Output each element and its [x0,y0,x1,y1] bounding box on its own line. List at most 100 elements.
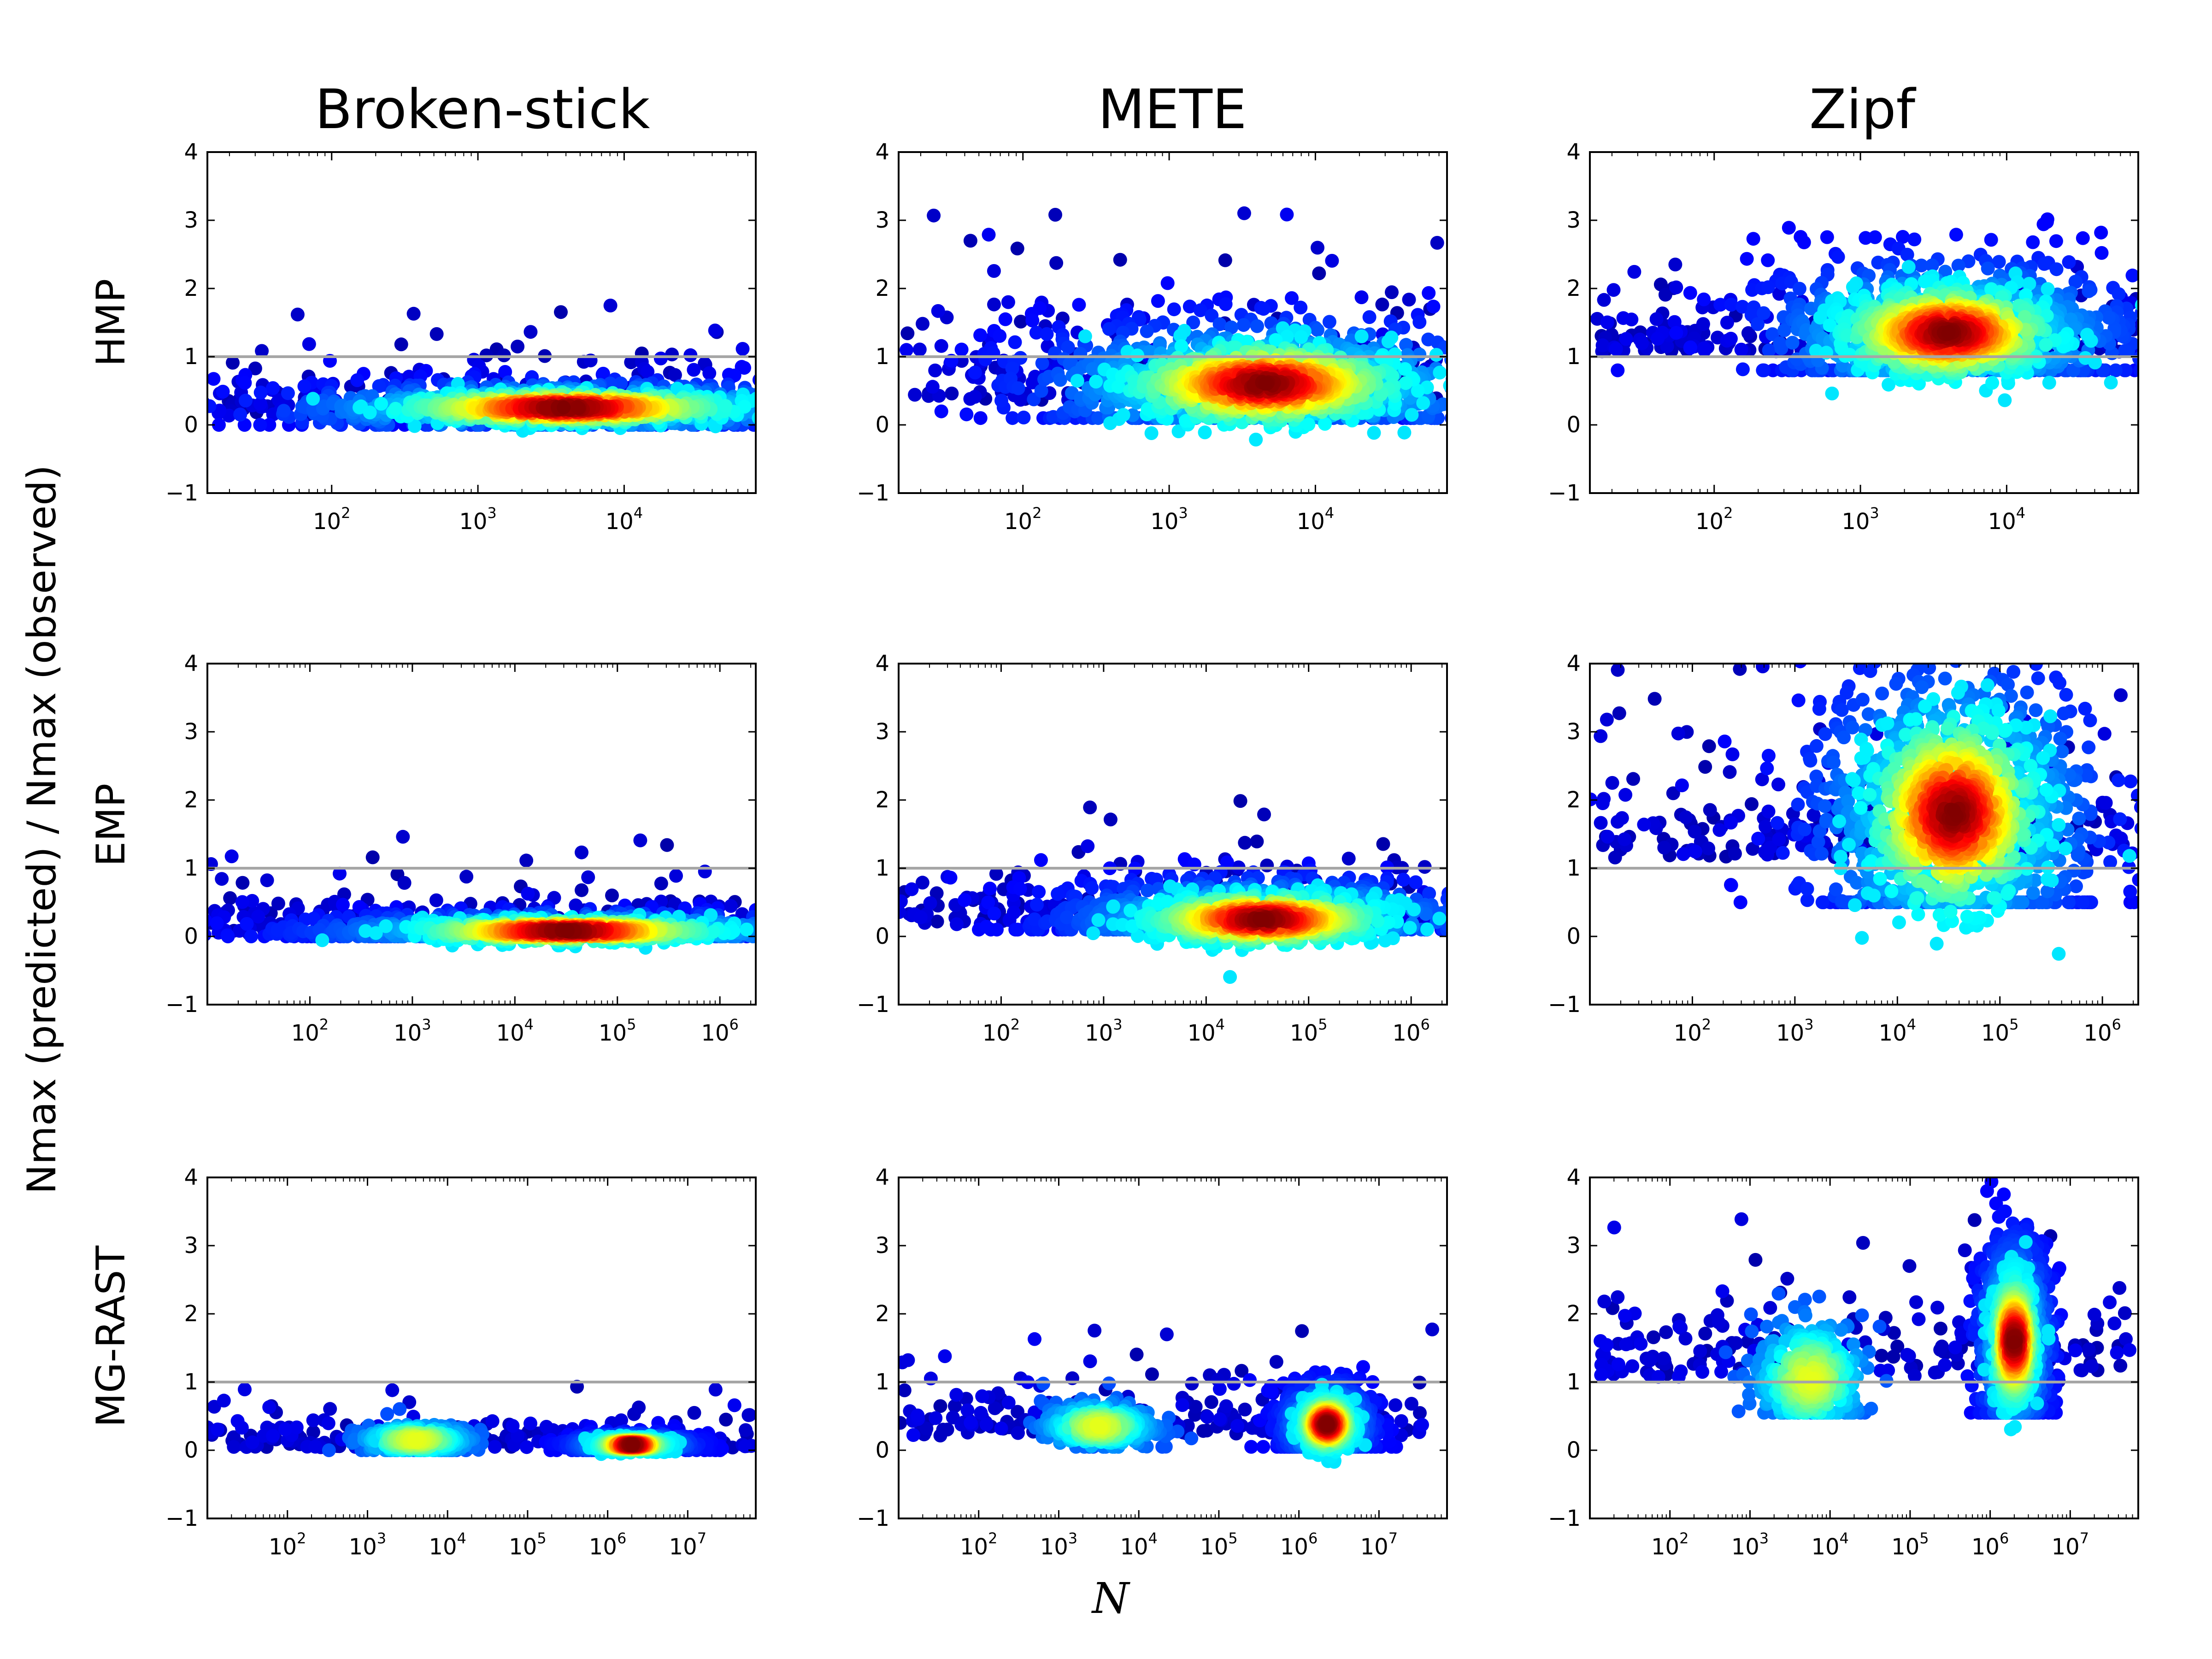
data-point [761,406,775,420]
data-point [1720,316,1734,330]
data-point [831,377,845,390]
data-point [2026,235,2040,249]
data-point [1479,411,1493,425]
data-point [239,394,253,408]
data-point [1504,411,1518,425]
data-point [2094,225,2108,240]
data-point [1167,302,1181,317]
data-point [792,404,806,418]
data-point [233,407,247,422]
data-point [808,384,822,398]
data-point [1597,380,1611,394]
data-point [554,305,568,319]
y-tick-label: 3 [184,207,198,233]
data-point [1746,232,1760,246]
data-point [683,348,698,362]
data-point [498,365,512,379]
data-point [861,418,875,432]
data-point [779,394,793,407]
data-point [810,418,824,432]
data-point [614,377,628,390]
data-point [737,400,752,414]
data-point [2118,363,2133,377]
data-point [1868,230,1882,244]
data-point [2153,364,2166,377]
data-point [772,409,786,423]
data-point [1449,334,1463,348]
data-point [1477,369,1491,382]
data-point [1616,411,1630,425]
data-point [1011,381,1025,395]
data-point [372,379,386,393]
data-point [792,382,806,396]
data-point [1449,411,1463,425]
data-point [1487,337,1501,351]
data-point [2037,257,2051,271]
data-point [1224,320,1239,335]
data-point [1469,344,1483,358]
data-point [858,399,871,413]
data-point [139,406,153,420]
data-point [1597,293,1611,307]
data-point [1280,207,1294,222]
data-point [1479,372,1493,386]
data-point [993,329,1007,343]
data-point [1741,326,1755,340]
data-point [759,391,773,405]
data-point [763,394,777,408]
data-point [207,399,217,413]
data-point [1757,306,1771,320]
data-point [1474,359,1488,373]
data-point [1522,363,1535,377]
y-tick-label: 1 [875,344,889,370]
data-point [407,419,422,433]
data-point [806,397,819,411]
data-point [350,373,365,387]
data-point [2049,234,2063,248]
data-point [1606,283,1621,297]
data-point [1144,426,1159,440]
row-label-emp: EMP [88,783,134,866]
data-point [557,400,571,415]
data-point [1655,411,1669,425]
data-point [934,404,948,418]
column-title-broken-stick: Broken-stick [315,77,650,141]
data-point [1773,336,1787,350]
data-point [908,388,922,402]
data-point [135,384,148,398]
data-point [2186,316,2200,329]
data-point [1448,372,1462,386]
data-point [207,372,221,386]
data-point [925,380,940,394]
data-point [1001,295,1015,309]
data-point [624,355,638,370]
data-point [783,397,797,411]
y-tick-label: 2 [875,276,889,301]
data-point [762,395,776,409]
row-label-mg-rast: MG-RAST [88,1245,134,1427]
data-point [1174,339,1188,353]
data-point [1949,228,1963,242]
data-point [302,337,316,351]
data-point [1518,388,1532,402]
data-point [1671,396,1685,410]
data-point [1735,300,1750,314]
data-point [771,418,785,432]
data-point [1761,280,1775,294]
data-point [787,394,800,408]
data-point [1831,250,1845,264]
data-point [1362,310,1377,324]
data-point [1455,302,1469,316]
data-point [2101,311,2116,325]
x-tick-label: 103 [459,504,496,535]
data-point [1472,363,1486,377]
data-point [394,337,408,352]
data-point [1014,314,1028,329]
data-point [1489,392,1503,406]
data-point [760,385,774,399]
data-point [1734,342,1748,357]
data-point [1627,265,1641,279]
data-point [297,379,312,394]
